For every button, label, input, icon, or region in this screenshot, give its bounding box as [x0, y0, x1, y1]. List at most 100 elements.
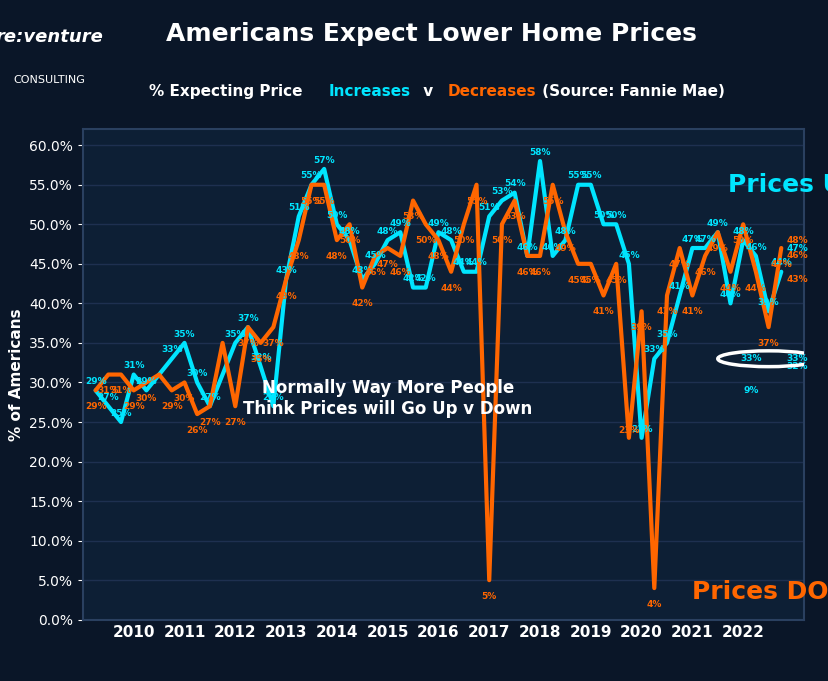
Text: 45%: 45%	[566, 276, 588, 285]
Text: 31%: 31%	[110, 386, 132, 396]
Text: 49%: 49%	[706, 219, 728, 228]
Text: 27%: 27%	[199, 393, 220, 402]
Text: 47%: 47%	[668, 260, 690, 269]
Text: 55%: 55%	[301, 197, 322, 206]
Text: 41%: 41%	[681, 307, 702, 317]
Text: 44%: 44%	[769, 259, 792, 268]
Text: re:venture: re:venture	[0, 28, 104, 46]
Text: 4%: 4%	[646, 600, 662, 609]
Text: 53%: 53%	[490, 187, 512, 196]
Text: 30%: 30%	[174, 394, 195, 403]
Text: 31%: 31%	[123, 362, 144, 370]
Text: 49%: 49%	[427, 219, 449, 228]
Text: 48%: 48%	[427, 252, 449, 261]
Text: 33%: 33%	[739, 354, 761, 363]
Text: 47%: 47%	[786, 244, 807, 253]
Text: 32%: 32%	[786, 362, 806, 371]
Text: 46%: 46%	[693, 268, 715, 276]
Text: 45%: 45%	[618, 251, 639, 259]
Text: 46%: 46%	[363, 268, 385, 276]
Text: 29%: 29%	[136, 377, 157, 386]
Text: 46%: 46%	[389, 268, 411, 276]
Text: 5%: 5%	[481, 592, 496, 601]
Text: 46%: 46%	[528, 268, 550, 276]
Text: 42%: 42%	[351, 300, 373, 308]
Text: 46%: 46%	[786, 251, 807, 260]
Text: 50%: 50%	[732, 236, 753, 245]
Text: 27%: 27%	[262, 393, 284, 402]
Text: 53%: 53%	[402, 212, 423, 221]
Text: 48%: 48%	[731, 227, 753, 236]
Text: 37%: 37%	[237, 314, 258, 323]
Text: 51%: 51%	[287, 203, 309, 212]
Y-axis label: % of Americans: % of Americans	[9, 308, 24, 441]
Text: 53%: 53%	[503, 212, 525, 221]
Text: 50%: 50%	[415, 236, 436, 245]
Text: 9%: 9%	[742, 386, 758, 395]
Text: 44%: 44%	[719, 283, 740, 293]
Text: 48%: 48%	[377, 227, 398, 236]
Text: 48%: 48%	[554, 227, 575, 236]
Text: 44%: 44%	[465, 259, 487, 268]
Text: 50%: 50%	[604, 211, 626, 220]
Text: Americans Expect Lower Home Prices: Americans Expect Lower Home Prices	[166, 22, 696, 46]
Text: 51%: 51%	[478, 203, 499, 212]
Text: 48%: 48%	[440, 227, 461, 236]
Text: 40%: 40%	[719, 290, 740, 299]
Text: 46%: 46%	[516, 268, 537, 276]
Text: 45%: 45%	[604, 276, 626, 285]
Text: 43%: 43%	[275, 266, 296, 275]
Text: Prices DOWN: Prices DOWN	[691, 580, 828, 604]
Text: Prices UP: Prices UP	[727, 173, 828, 197]
Text: 37%: 37%	[262, 339, 284, 348]
Text: 50%: 50%	[453, 236, 474, 245]
Text: 57%: 57%	[313, 156, 335, 165]
Text: 47%: 47%	[693, 235, 715, 244]
Text: % Expecting Price: % Expecting Price	[149, 84, 307, 99]
Text: 55%: 55%	[301, 172, 322, 180]
Text: 55%: 55%	[580, 172, 601, 180]
Text: 31%: 31%	[98, 386, 119, 396]
Text: 41%: 41%	[592, 307, 614, 317]
Text: 35%: 35%	[656, 330, 677, 338]
Text: 48%: 48%	[339, 227, 360, 236]
Text: 25%: 25%	[110, 409, 132, 417]
Text: 30%: 30%	[186, 369, 208, 378]
Text: 33%: 33%	[786, 354, 806, 363]
Text: 29%: 29%	[123, 402, 144, 411]
Text: 23%: 23%	[618, 426, 639, 435]
Text: 49%: 49%	[554, 244, 575, 253]
Text: 35%: 35%	[224, 330, 246, 338]
Text: 39%: 39%	[630, 323, 652, 332]
Text: 43%: 43%	[786, 275, 807, 284]
Text: 35%: 35%	[174, 330, 195, 338]
Text: 49%: 49%	[389, 219, 411, 228]
Text: 26%: 26%	[186, 426, 208, 435]
Text: 55%: 55%	[566, 172, 588, 180]
Text: CONSULTING: CONSULTING	[14, 75, 85, 84]
Text: 46%: 46%	[542, 242, 563, 252]
Text: 48%: 48%	[325, 252, 347, 261]
Text: 29%: 29%	[84, 377, 106, 386]
Text: 55%: 55%	[542, 197, 563, 206]
Text: 50%: 50%	[592, 211, 614, 220]
Text: 23%: 23%	[630, 424, 652, 434]
Text: Increases: Increases	[328, 84, 410, 99]
Text: 44%: 44%	[440, 283, 461, 293]
Text: 43%: 43%	[351, 266, 373, 275]
Text: 49%: 49%	[706, 244, 728, 253]
Text: 32%: 32%	[249, 353, 271, 362]
Text: v: v	[417, 84, 438, 99]
Text: 45%: 45%	[363, 251, 385, 259]
Text: 47%: 47%	[376, 260, 398, 269]
Text: 35%: 35%	[249, 355, 271, 364]
Text: 58%: 58%	[528, 148, 550, 157]
Text: 27%: 27%	[224, 418, 246, 427]
Text: 46%: 46%	[516, 242, 537, 252]
Text: 33%: 33%	[643, 345, 664, 355]
Text: 29%: 29%	[161, 402, 182, 411]
Text: 29%: 29%	[84, 402, 106, 411]
Text: 55%: 55%	[313, 197, 335, 206]
Text: 37%: 37%	[237, 339, 258, 348]
Text: 47%: 47%	[681, 235, 702, 244]
